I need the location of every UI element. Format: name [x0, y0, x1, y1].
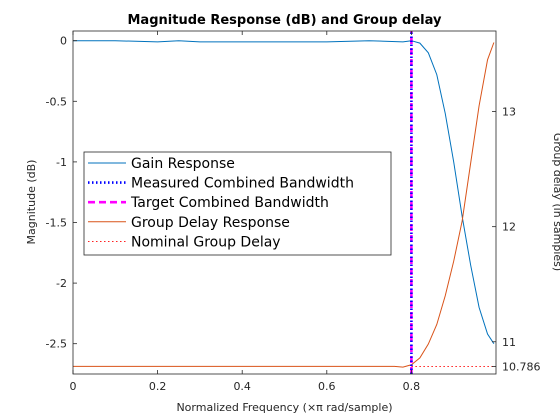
legend-entry-label: Measured Combined Bandwidth — [131, 176, 354, 192]
y-left-tick-label: -2 — [56, 277, 67, 290]
y-left-tick-label: -1.5 — [46, 216, 67, 229]
y-right-tick-label: 12 — [502, 221, 516, 234]
x-tick-label: 0 — [70, 380, 77, 393]
x-axis-label: Normalized Frequency (×π rad/sample) — [176, 401, 392, 414]
legend: Gain Response Measured Combined Bandwidth… — [83, 151, 392, 256]
series-group-delay-response — [73, 42, 495, 368]
y-axis-label-right: Group delay (in samples) — [551, 133, 560, 271]
chart-title: Magnitude Response (dB) and Group delay — [128, 13, 443, 28]
x-tick-label: 0.2 — [149, 380, 167, 393]
x-tick-label: 0.4 — [233, 380, 251, 393]
legend-entry-label: Gain Response — [131, 156, 235, 172]
y-axis-label-left: Magnitude (dB) — [25, 160, 38, 245]
legend-entry-label: Target Combined Bandwidth — [130, 195, 329, 211]
plot-frame — [72, 30, 497, 375]
y-left-tick-label: -1 — [56, 156, 67, 169]
legend-entry-label: Nominal Group Delay — [131, 234, 281, 250]
y-right-tick-label: 10.786 — [502, 360, 541, 373]
y-right-tick-label: 11 — [502, 336, 516, 349]
y-left-tick-label: -0.5 — [46, 95, 67, 108]
x-tick-label: 0.8 — [403, 380, 421, 393]
x-tick-label: 0.6 — [318, 380, 336, 393]
y-right-tick-label: 13 — [502, 106, 516, 119]
y-left-tick-label: -2.5 — [46, 338, 67, 351]
y-left-tick-label: 0 — [60, 35, 67, 48]
legend-entry-label: Group Delay Response — [131, 215, 290, 231]
legend-box — [83, 151, 392, 256]
